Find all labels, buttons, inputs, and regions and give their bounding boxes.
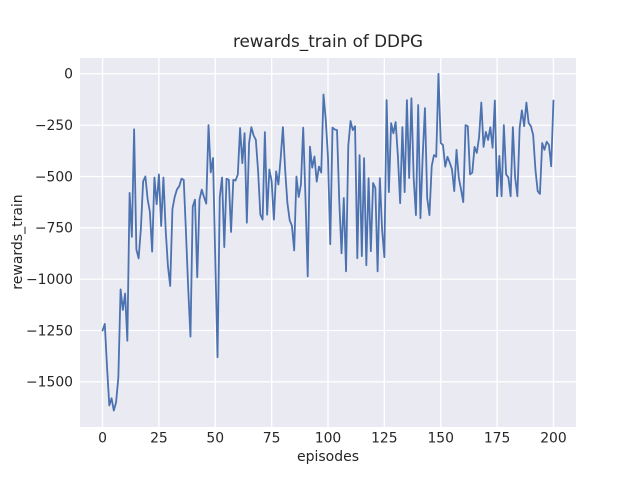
x-tick-label: 75 <box>263 431 281 447</box>
x-axis-label: episodes <box>297 449 359 465</box>
y-tick-label: −1500 <box>26 375 73 391</box>
y-tick-label: 0 <box>64 67 73 83</box>
x-tick-label: 150 <box>427 431 454 447</box>
x-tick-labels: 0 25 50 75 100 125 150 175 200 <box>98 431 567 447</box>
x-tick-label: 0 <box>98 431 107 447</box>
x-tick-label: 50 <box>206 431 224 447</box>
y-tick-label: −1250 <box>26 323 73 339</box>
x-tick-label: 175 <box>484 431 511 447</box>
chart-title: rewards_train of DDPG <box>233 31 423 52</box>
y-tick-label: −500 <box>35 169 73 185</box>
y-tick-labels: 0 −250 −500 −750 −1000 −1250 −1500 <box>26 67 73 391</box>
x-tick-label: 25 <box>150 431 168 447</box>
x-tick-label: 100 <box>315 431 342 447</box>
x-tick-label: 125 <box>371 431 398 447</box>
y-axis-label: rewards_train <box>10 194 26 289</box>
y-tick-label: −1000 <box>26 272 73 288</box>
rewards-line <box>101 72 555 412</box>
y-tick-label: −250 <box>35 118 73 134</box>
y-tick-label: −750 <box>35 221 73 237</box>
x-tick-label: 200 <box>540 431 567 447</box>
